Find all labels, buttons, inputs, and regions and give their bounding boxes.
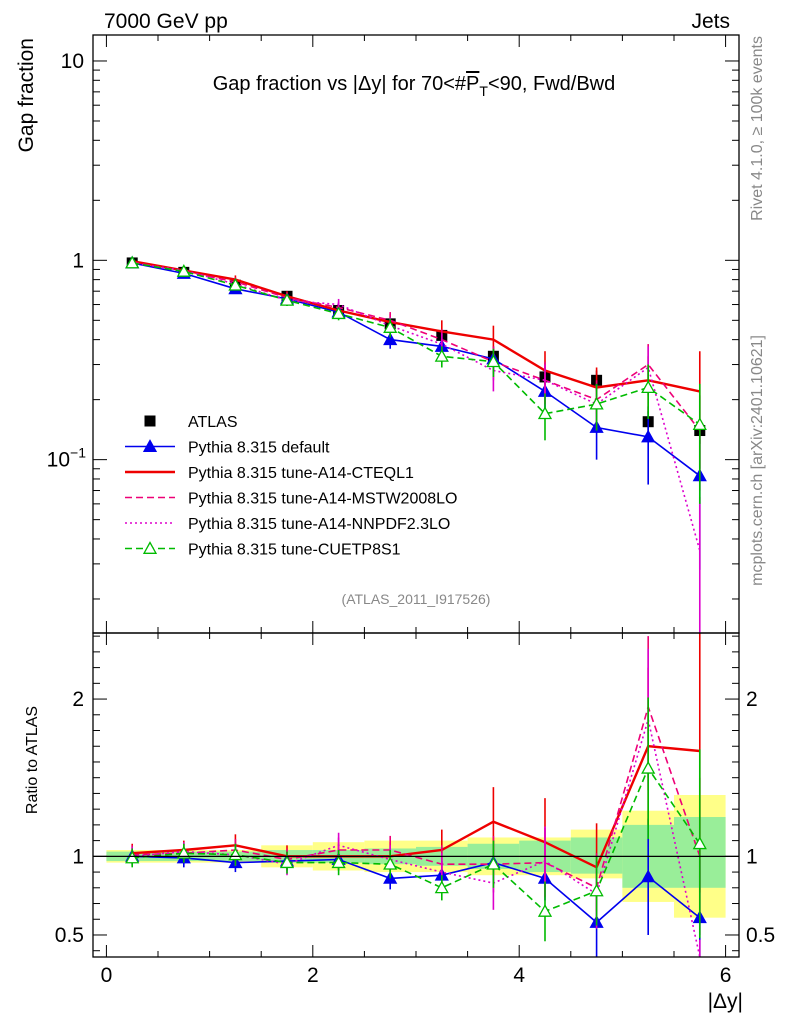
main-marker <box>589 396 604 410</box>
legend-entry-4: Pythia 8.315 tune-A14-NNPDF2.3LO <box>125 516 450 533</box>
ratio-xlabel: |Δy| <box>708 990 743 1013</box>
main-marker <box>434 348 449 362</box>
legend-label: Pythia 8.315 tune-A14-NNPDF2.3LO <box>188 516 450 533</box>
ratio-y-tick-label-right: 2 <box>746 688 758 711</box>
main-y-tick-label: 10−1 <box>47 445 87 472</box>
legend-label: ATLAS <box>188 414 238 431</box>
ratio-series-4 <box>125 697 707 942</box>
main-marker <box>279 292 295 306</box>
plot-title: Gap fraction vs |Δy| for 70<#PT<90, Fwd/… <box>213 73 616 99</box>
plot-title-prefix: Gap fraction vs |Δy| for 70<# <box>213 73 467 95</box>
main-marker <box>641 380 656 393</box>
main-marker <box>228 277 243 291</box>
ratio-marker <box>279 855 295 869</box>
header-left: 7000 GeV pp <box>104 10 228 33</box>
main-series-line <box>132 262 701 551</box>
header-right: Jets <box>691 10 730 33</box>
main-series-line <box>131 260 701 393</box>
ratio-marker <box>589 883 604 897</box>
legend-label: Pythia 8.315 tune-A14-MSTW2008LO <box>188 491 457 508</box>
ratio-marker <box>125 850 140 864</box>
ratio-ylabel: Ratio to ATLAS <box>24 706 41 814</box>
main-series-line <box>132 262 701 477</box>
legend-entry-3: Pythia 8.315 tune-A14-MSTW2008LO <box>125 491 457 508</box>
main-marker <box>537 406 553 420</box>
ratio-y-tick-label-right: 0.5 <box>746 924 775 947</box>
ratio-series-line <box>132 744 700 869</box>
legend-entry-2: Pythia 8.315 tune-A14-CTEQL1 <box>125 465 414 482</box>
x-tick-label: 2 <box>307 964 319 987</box>
rivet-version-text: Rivet 4.1.0, ≥ 100k events <box>749 36 766 221</box>
ratio-y-tick-label: 1 <box>72 845 84 868</box>
plot-title-suffix: <90, Fwd/Bwd <box>488 73 615 95</box>
x-tick-label: 6 <box>720 964 732 987</box>
legend-label: Pythia 8.315 tune-CUETP8S1 <box>188 542 401 559</box>
main-y-tick-label: 10 <box>61 50 84 73</box>
main-series-5 <box>125 255 707 504</box>
main-ylabel: Gap fraction <box>15 38 38 152</box>
main-marker <box>125 255 140 269</box>
main-marker <box>331 306 346 320</box>
main-marker <box>176 264 191 277</box>
ratio-marker <box>537 904 553 917</box>
main-marker <box>641 429 656 443</box>
ratio-marker <box>434 880 449 894</box>
plot-title-pt: P <box>466 73 479 95</box>
ratio-marker <box>486 856 501 870</box>
ratio-marker <box>692 836 707 850</box>
x-tick-label: 0 <box>101 964 113 987</box>
main-series-line <box>132 261 701 431</box>
main-marker <box>692 417 707 430</box>
legend-entry-0: ATLAS <box>144 414 238 431</box>
ratio-y-tick-label: 2 <box>72 688 84 711</box>
plot-title-pt-sub: T <box>479 83 488 99</box>
legend-entry-5: Pythia 8.315 tune-CUETP8S1 <box>125 541 401 559</box>
main-marker <box>383 320 398 333</box>
legend-label: Pythia 8.315 tune-A14-CTEQL1 <box>188 465 414 482</box>
legend-label: Pythia 8.315 default <box>188 440 330 457</box>
legend-marker <box>142 541 158 554</box>
analysis-id: (ATLAS_2011_I917526) <box>342 591 491 607</box>
ratio-y-tick-label-right: 1 <box>746 845 758 868</box>
x-tick-label: 4 <box>513 964 525 987</box>
main-marker <box>383 332 398 346</box>
ratio-series-line <box>132 704 701 889</box>
ratio-marker <box>383 856 398 870</box>
ratio-marker <box>641 869 656 883</box>
ratio-y-tick-label: 0.5 <box>55 924 84 947</box>
legend-entry-1: Pythia 8.315 default <box>125 439 330 457</box>
mcplots-text: mcplots.cern.ch [arXiv:2401.10621] <box>749 335 766 586</box>
legend-marker <box>142 439 158 452</box>
ratio-series-line <box>132 766 701 913</box>
main-y-tick-label: 1 <box>72 249 84 272</box>
ratio-series-line <box>132 719 701 958</box>
ratio-marker <box>641 760 656 774</box>
main-series-line <box>132 262 701 426</box>
main-marker <box>486 354 501 368</box>
ratio-marker <box>331 855 346 869</box>
legend-data-marker <box>144 415 156 427</box>
ratio-marker <box>176 845 191 859</box>
